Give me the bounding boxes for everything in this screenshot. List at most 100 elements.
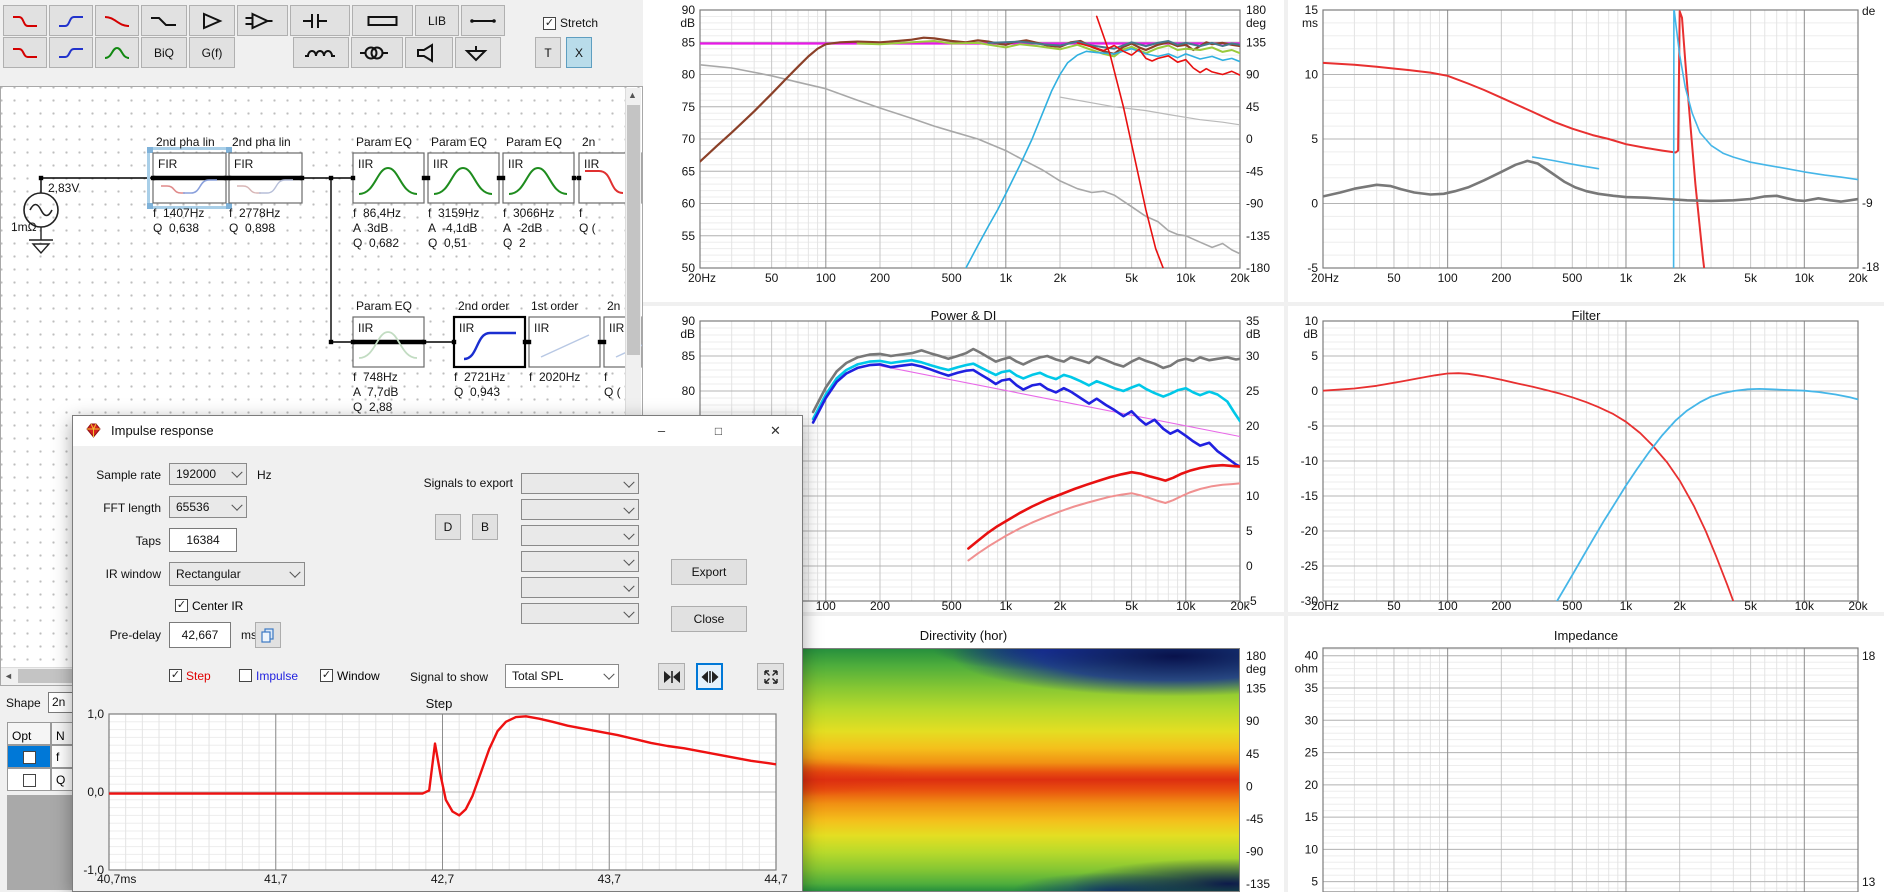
svg-text:90: 90 bbox=[682, 3, 696, 17]
svg-text:20: 20 bbox=[1246, 419, 1260, 433]
chart-svg: 90dB8580757065605550180deg13590450-45-90… bbox=[680, 3, 1270, 285]
transformer-icon[interactable] bbox=[351, 37, 403, 68]
svg-text:10: 10 bbox=[1305, 842, 1319, 856]
inductor-icon[interactable] bbox=[293, 37, 349, 68]
gain-triangle-icon[interactable] bbox=[189, 5, 235, 36]
window-option[interactable]: ✓ Window bbox=[320, 668, 380, 683]
scroll-left-icon[interactable]: ◄ bbox=[4, 671, 13, 681]
b-button[interactable]: B bbox=[472, 514, 498, 540]
block-parameter: f 3159Hz bbox=[428, 206, 480, 220]
dialog-titlebar[interactable]: Impulse response – □ ✕ bbox=[73, 416, 802, 446]
block-parameter: f bbox=[604, 370, 608, 384]
svg-text:100: 100 bbox=[1438, 271, 1458, 285]
scroll-up-icon[interactable]: ▲ bbox=[628, 90, 637, 100]
fft-length-label: FFT length bbox=[103, 501, 161, 515]
ground-icon[interactable] bbox=[455, 37, 501, 68]
stretch-option[interactable]: ✓ Stretch bbox=[543, 16, 598, 30]
step-option[interactable]: ✓ Step bbox=[169, 668, 211, 683]
bell-green-icon bbox=[104, 46, 130, 59]
opt-cell-f[interactable] bbox=[7, 745, 51, 768]
t-button[interactable]: T bbox=[535, 37, 561, 68]
align-peak-button[interactable] bbox=[658, 663, 685, 690]
signal-export-dropdown[interactable] bbox=[521, 499, 639, 520]
block-parameter: Q 0,898 bbox=[229, 221, 276, 235]
svg-text:dB: dB bbox=[1303, 327, 1318, 341]
stretch-checkbox[interactable]: ✓ bbox=[543, 16, 556, 30]
ir-window-dropdown[interactable]: Rectangular bbox=[169, 562, 305, 586]
highpass-blue-icon[interactable] bbox=[49, 5, 93, 36]
lib-button[interactable]: LIB bbox=[415, 5, 459, 36]
highpass-blue-icon bbox=[59, 15, 83, 27]
vituixcad-gem-icon bbox=[86, 423, 101, 438]
svg-text:10k: 10k bbox=[1795, 599, 1815, 612]
expand-arrows-icon bbox=[763, 669, 778, 684]
fft-length-dropdown[interactable]: 65536 bbox=[169, 496, 247, 518]
svg-text:1k: 1k bbox=[1620, 271, 1634, 285]
source-voltage-label: 2,83V bbox=[48, 181, 80, 195]
lowpass2-red-icon[interactable] bbox=[95, 5, 139, 36]
impulse-option[interactable]: Impulse bbox=[239, 667, 298, 685]
d-button[interactable]: D bbox=[435, 514, 461, 540]
center-ir-option[interactable]: ✓ Center IR bbox=[175, 598, 244, 613]
highshelf-blue-icon[interactable] bbox=[49, 37, 93, 68]
export-button[interactable]: Export bbox=[671, 559, 747, 585]
shelf-black-icon[interactable] bbox=[141, 5, 187, 36]
sample-rate-dropdown[interactable]: 192000 bbox=[169, 463, 247, 485]
gf-button[interactable]: G(f) bbox=[189, 37, 235, 68]
svg-text:20k: 20k bbox=[1848, 271, 1868, 285]
chevron-down-icon bbox=[289, 566, 301, 578]
center-ir-label: Center IR bbox=[192, 598, 244, 613]
block-caption: 1st order bbox=[531, 299, 579, 313]
signal-export-dropdown[interactable] bbox=[521, 603, 639, 624]
copy-pre-delay-button[interactable] bbox=[255, 622, 281, 648]
block-caption: Param EQ bbox=[356, 299, 413, 313]
speaker-icon[interactable] bbox=[405, 37, 453, 68]
opt-cell-q[interactable] bbox=[7, 768, 51, 791]
minimize-button[interactable]: – bbox=[657, 423, 666, 438]
taps-input[interactable] bbox=[169, 528, 237, 552]
biq-button[interactable]: BiQ bbox=[141, 37, 187, 68]
svg-text:15: 15 bbox=[1305, 3, 1319, 17]
block-parameter: Q ( bbox=[604, 385, 621, 399]
signal-export-dropdown[interactable] bbox=[521, 577, 639, 598]
signal-export-dropdown[interactable] bbox=[521, 473, 639, 494]
chevron-down-icon bbox=[623, 606, 635, 618]
bell-green-icon[interactable] bbox=[95, 37, 139, 68]
maximize-button[interactable]: □ bbox=[714, 424, 723, 438]
block-parameter: Q 0,51 bbox=[428, 236, 468, 250]
pan-left-right-button[interactable] bbox=[696, 663, 723, 690]
signal-export-dropdown[interactable] bbox=[521, 551, 639, 572]
svg-text:-135: -135 bbox=[1246, 877, 1270, 891]
expand-button[interactable] bbox=[757, 663, 784, 690]
pre-delay-input[interactable] bbox=[169, 622, 231, 648]
chart-title: Filter bbox=[1571, 308, 1601, 323]
speaker-icon bbox=[417, 42, 433, 63]
sample-rate-label: Sample rate bbox=[96, 468, 161, 482]
svg-text:43,7: 43,7 bbox=[598, 872, 622, 886]
svg-text:45: 45 bbox=[1246, 747, 1260, 761]
close-button[interactable]: ✕ bbox=[770, 423, 781, 438]
chart-spl: 90 dB 85 80 75 70 65 60 55 50 180 deg 135 90 45 0 -45 -90… bbox=[643, 0, 1284, 302]
svg-text:5k: 5k bbox=[1125, 271, 1139, 285]
svg-text:10k: 10k bbox=[1176, 271, 1196, 285]
block-parameter: A -4,1dB bbox=[428, 221, 478, 235]
wire-icon[interactable] bbox=[461, 5, 505, 36]
resistor-icon[interactable] bbox=[352, 5, 413, 36]
x-button[interactable]: X bbox=[566, 37, 592, 68]
signal-to-show-dropdown[interactable]: Total SPL bbox=[505, 664, 619, 688]
opamp-icon[interactable] bbox=[237, 5, 288, 36]
lowpass-red-icon[interactable] bbox=[3, 5, 47, 36]
highshelf-red-icon[interactable] bbox=[3, 37, 47, 68]
signal-to-show-label: Signal to show bbox=[410, 670, 489, 684]
signal-export-dropdown[interactable] bbox=[521, 525, 639, 546]
shape-dropdown[interactable]: 2n bbox=[48, 692, 74, 713]
shape-label: Shape bbox=[6, 696, 41, 710]
block-parameter: f 86,4Hz bbox=[353, 206, 402, 220]
capacitor-icon[interactable] bbox=[290, 5, 350, 36]
svg-text:deg: deg bbox=[1246, 16, 1266, 30]
svg-text:1k: 1k bbox=[1620, 599, 1634, 612]
highshelf-blue-icon bbox=[59, 47, 83, 58]
close-dialog-button[interactable]: Close bbox=[671, 606, 747, 632]
scrollbar-thumb[interactable] bbox=[627, 105, 640, 355]
highshelf-red-icon bbox=[13, 47, 37, 58]
